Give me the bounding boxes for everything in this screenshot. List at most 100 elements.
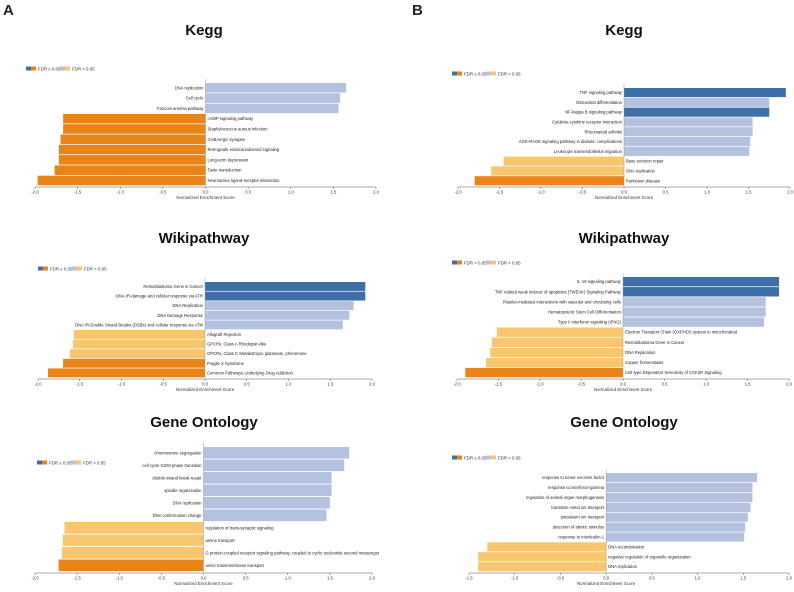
bar-label: regulation of animal organ morphogenesis	[526, 495, 604, 500]
x-tick-label: -0.5	[159, 190, 167, 195]
bar-label: potassium ion transport	[561, 515, 605, 520]
x-tick-label: 0.0	[202, 382, 208, 387]
x-tick-label: -1.5	[74, 576, 82, 581]
legend-swatch-nonsig-down	[65, 66, 70, 71]
x-tick-label: 0.0	[203, 190, 209, 195]
legend-swatch-sig-up	[452, 71, 457, 76]
x-tick-label: 1.5	[746, 190, 752, 195]
bar	[64, 522, 204, 534]
bar	[623, 287, 780, 297]
x-tick-label: 2.0	[787, 190, 793, 195]
chart-a-go: Gene Ontology FDR ≤ 0.05 FDR > 0.05 chromos…	[31, 414, 380, 586]
x-axis-title: Normalized Enrichment Score	[595, 195, 654, 200]
legend-swatch-nonsig-up	[60, 66, 65, 71]
legend-label-significant: FDR ≤ 0.05	[38, 66, 61, 71]
legend-swatch-sig-down	[457, 455, 462, 460]
legend-swatch-nonsig-down	[76, 460, 81, 465]
x-tick-label: -0.5	[578, 382, 586, 387]
legend-label-nonsignificant: FDR > 0.05	[498, 71, 521, 76]
bar	[606, 502, 751, 512]
bar	[487, 542, 607, 552]
x-tick-label: 2.0	[373, 190, 379, 195]
bar	[491, 166, 624, 176]
x-tick-label: 0.5	[245, 190, 251, 195]
x-tick-label: -2.0	[453, 382, 461, 387]
legend: FDR ≤ 0.05 FDR > 0.05	[38, 266, 107, 271]
bar-label: IL-18 signaling pathway	[577, 279, 622, 284]
bar-label: Platelet-mediated interactions with vasc…	[503, 299, 621, 304]
x-tick-label: -1.0	[118, 382, 126, 387]
bar	[63, 113, 206, 124]
bar-label: detection of abiotic stimulus	[553, 525, 604, 530]
bar	[478, 562, 607, 572]
bar-label: chromosome segregation	[154, 450, 202, 455]
legend-swatch-sig-down	[42, 460, 47, 465]
legend-swatch-sig-up	[37, 460, 42, 465]
bar	[624, 146, 750, 156]
chart-title: Wikipathway	[579, 230, 670, 247]
bar-label: NF-kappa B signaling pathway	[565, 110, 623, 115]
bar-label: Long-term depression	[208, 157, 249, 162]
bar-label: Common Pathways Underlying Drug Addictio…	[207, 370, 294, 375]
x-tick-label: 1.0	[703, 382, 709, 387]
bar-label: G protein-coupled receptor signaling pat…	[206, 550, 380, 555]
legend-label-nonsignificant: FDR > 0.05	[83, 460, 106, 465]
bar	[48, 368, 205, 378]
x-axis-title: Normalized Enrichment Score	[176, 387, 235, 392]
bar-label: DNA recombination	[608, 544, 645, 549]
legend-swatch-sig-up	[26, 66, 31, 71]
bar	[490, 347, 623, 358]
chart-a-wiki: Wikipathway FDR ≤ 0.05 FDR > 0.05 Retinobla…	[34, 230, 375, 392]
bar-label: response to interferon-gamma	[548, 485, 605, 490]
bar-label: Retinoblastoma Gene in Cancer	[143, 284, 203, 289]
x-tick-label: 1.5	[330, 190, 336, 195]
x-tick-label: -2.0	[31, 576, 39, 581]
legend-swatch-sig-up	[452, 260, 457, 265]
bar-label: DNA Damage Response	[157, 313, 203, 318]
bar-label: amine transport	[206, 538, 236, 543]
x-tick-label: 0.5	[649, 576, 655, 581]
legend-label-nonsignificant: FDR > 0.05	[498, 260, 521, 265]
bar-label: cAMP signaling pathway	[208, 116, 254, 121]
chart-a-kegg: Kegg FDR ≤ 0.05 FDR > 0.05 DNA replication C…	[26, 22, 380, 200]
bar-label: Rheumatoid arthritis	[585, 129, 622, 134]
bar-label: DNA replication	[626, 168, 656, 173]
legend-label-nonsignificant: FDR > 0.05	[72, 66, 95, 71]
x-tick-label: -2.0	[31, 190, 39, 195]
legend: FDR < 0.05 FDR > 0.05	[452, 260, 521, 265]
x-tick-label: 1.5	[327, 576, 333, 581]
bar-label: DNA conformation change	[153, 513, 203, 518]
chart-title: Wikipathway	[159, 230, 250, 247]
x-tick-label: -2.0	[454, 190, 462, 195]
bar	[73, 339, 205, 349]
legend: FDR ≤ 0.05 FDR > 0.05	[452, 455, 521, 460]
legend-label-significant: FDR ≤ 0.05	[49, 460, 72, 465]
bar-label: DNA IR-damage and cellular response via …	[116, 294, 203, 299]
bar	[73, 330, 205, 339]
chart-title: Kegg	[185, 22, 223, 39]
chart-title: Gene Ontology	[150, 414, 258, 431]
bar-label: Neuroactive ligand-receptor interaction	[208, 178, 281, 183]
x-tick-label: 1.5	[327, 382, 333, 387]
bar	[54, 165, 206, 175]
bar	[63, 124, 206, 134]
x-tick-label: -1.0	[116, 576, 124, 581]
x-axis-title: Normalized Enrichment Score	[176, 195, 235, 200]
bar-label: DNA Replication	[625, 350, 656, 355]
bar-label: Type II interferon signaling (IFNG)	[558, 320, 622, 325]
bar	[486, 357, 623, 368]
bar	[606, 482, 753, 493]
legend-swatch-sig-down	[43, 266, 48, 271]
bar	[606, 522, 746, 532]
x-tick-label: 0.0	[603, 576, 609, 581]
bar	[624, 97, 770, 107]
bar	[465, 367, 623, 378]
chart-title: Gene Ontology	[570, 414, 678, 431]
bar	[58, 155, 206, 165]
bar-label: DNA replication	[608, 564, 638, 569]
bar-label: spindle organization	[164, 488, 202, 493]
legend-label-significant: FDR < 0.05	[464, 260, 487, 265]
bar	[606, 492, 753, 503]
bar	[203, 459, 345, 472]
